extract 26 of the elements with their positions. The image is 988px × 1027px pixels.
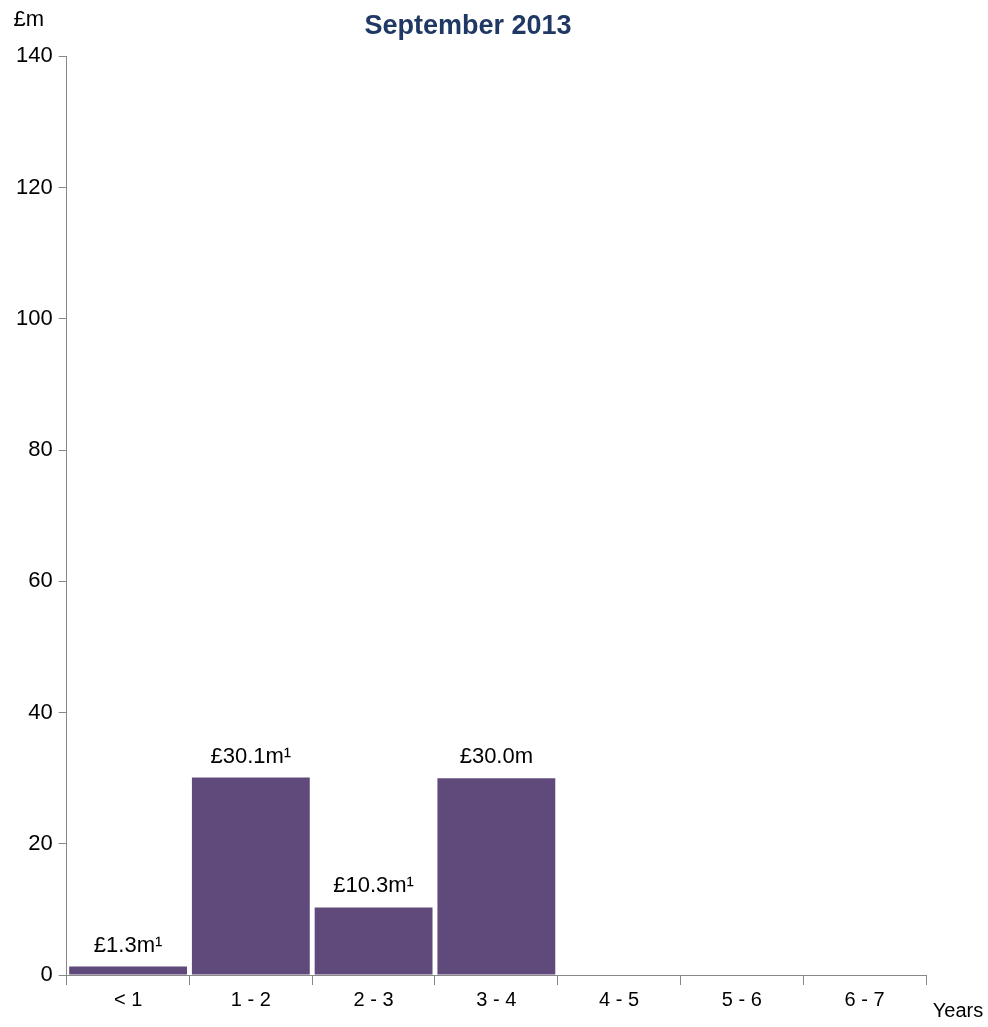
x-axis-title: Years bbox=[932, 998, 984, 1021]
x-tick-label: 5 - 6 bbox=[721, 987, 762, 1010]
y-tick-label: 60 bbox=[28, 567, 53, 593]
y-tick-label: 80 bbox=[28, 436, 53, 462]
bar bbox=[437, 778, 556, 975]
data-label: £30.0m bbox=[459, 743, 534, 769]
y-axis-title: £m bbox=[13, 6, 44, 32]
x-tick-label: 3 - 4 bbox=[476, 987, 517, 1010]
data-label: £10.3m¹ bbox=[333, 872, 414, 898]
data-label: £30.1m¹ bbox=[210, 742, 292, 768]
x-tick-label: 4 - 5 bbox=[599, 987, 640, 1010]
bar bbox=[191, 777, 310, 975]
bar bbox=[69, 966, 188, 975]
data-label: £1.3m¹ bbox=[93, 931, 163, 957]
y-tick-label: 100 bbox=[15, 304, 53, 330]
y-tick-label: 40 bbox=[28, 698, 53, 724]
bar bbox=[314, 907, 433, 975]
y-tick-label: 120 bbox=[15, 173, 53, 199]
y-tick-label: 20 bbox=[28, 829, 53, 855]
x-tick-label: 1 - 2 bbox=[230, 987, 271, 1010]
x-tick-label: 2 - 3 bbox=[353, 987, 394, 1010]
y-tick-label: 0 bbox=[40, 961, 53, 987]
chart-title: September 2013 bbox=[364, 9, 572, 40]
x-tick-label: < 1 bbox=[113, 987, 143, 1010]
y-tick-label: 140 bbox=[15, 42, 53, 68]
x-tick-label: 6 - 7 bbox=[844, 987, 885, 1010]
